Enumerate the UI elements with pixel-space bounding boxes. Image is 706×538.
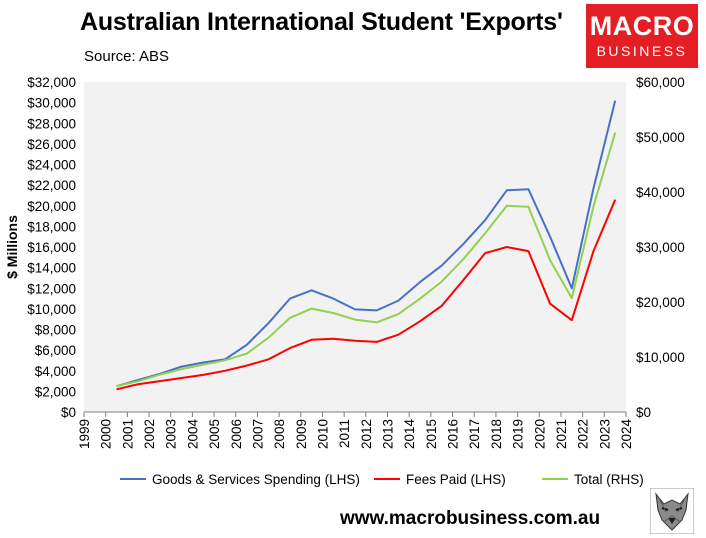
y-left-tick-label: $6,000 [35, 343, 76, 358]
logo-line2: BUSINESS [596, 43, 688, 59]
x-tick-label: 2022 [576, 419, 591, 449]
y-left-tick-label: $2,000 [35, 384, 76, 399]
logo-line1: MACRO [589, 11, 695, 41]
page-title: Australian International Student 'Export… [80, 8, 563, 36]
y-left-tick-label: $22,000 [27, 178, 76, 193]
x-tick-label: 2014 [402, 419, 417, 450]
y-left-tick-label: $32,000 [27, 75, 76, 90]
x-tick-label: 2020 [532, 419, 547, 449]
series-line-total-rhs [116, 132, 617, 388]
y-right-tick-label: $0 [636, 405, 651, 420]
x-tick-label: 2013 [381, 419, 396, 449]
y-left-tick-label: $0 [61, 405, 76, 420]
legend-label: Total (RHS) [574, 472, 644, 487]
y-left-tick-label: $12,000 [27, 281, 76, 296]
x-tick-label: 2002 [142, 419, 157, 449]
x-tick-label: 2005 [207, 419, 222, 449]
x-tick-label: 2019 [511, 419, 526, 449]
x-tick-label: 2007 [250, 419, 265, 449]
x-tick-label: 2001 [120, 419, 135, 449]
series-line-fees-paid-lhs [116, 199, 617, 391]
y-left-tick-label: $10,000 [27, 302, 76, 317]
y-right-tick-label: $20,000 [636, 295, 685, 310]
wolf-logo-icon [650, 488, 694, 534]
legend-label: Goods & Services Spending (LHS) [152, 472, 360, 487]
x-tick-label: 2008 [272, 419, 287, 449]
x-tick-label: 2016 [446, 419, 461, 449]
y-right-tick-label: $40,000 [636, 185, 685, 200]
y-right-tick-label: $50,000 [636, 130, 685, 145]
x-tick-label: 2018 [489, 419, 504, 449]
x-tick-label: 2003 [164, 419, 179, 449]
y-left-tick-label: $28,000 [27, 116, 76, 131]
x-tick-label: 2012 [359, 419, 374, 449]
y-left-tick-label: $24,000 [27, 158, 76, 173]
x-tick-label: 2011 [337, 419, 352, 448]
x-tick-label: 2017 [467, 419, 482, 449]
y-left-tick-label: $30,000 [27, 96, 76, 111]
y-left-tick-label: $16,000 [27, 240, 76, 255]
x-tick-label: 2006 [229, 419, 244, 449]
x-tick-label: 2015 [424, 419, 439, 449]
plot-area [84, 82, 626, 412]
x-tick-label: 2023 [597, 419, 612, 449]
y-left-tick-label: $4,000 [35, 364, 76, 379]
y-left-tick-label: $14,000 [27, 261, 76, 276]
y-axis-title: $ Millions [4, 215, 20, 279]
y-right-tick-label: $10,000 [636, 350, 685, 365]
series-line-goods-services-spending-lhs [116, 100, 617, 388]
y-left-tick-label: $8,000 [35, 323, 76, 338]
y-left-tick-label: $20,000 [27, 199, 76, 214]
x-tick-label: 2021 [554, 419, 569, 449]
y-left-tick-label: $26,000 [27, 137, 76, 152]
legend-label: Fees Paid (LHS) [406, 472, 506, 487]
macrobusiness-logo: MACRO BUSINESS [586, 4, 698, 68]
y-right-tick-label: $30,000 [636, 240, 685, 255]
source-label: Source: ABS [84, 48, 170, 65]
x-tick-label: 2004 [185, 419, 200, 450]
x-tick-label: 2024 [619, 419, 634, 450]
y-left-tick-label: $18,000 [27, 219, 76, 234]
x-tick-label: 2009 [294, 419, 309, 449]
x-tick-label: 2010 [315, 419, 330, 449]
x-tick-label: 1999 [77, 419, 92, 449]
website-url[interactable]: www.macrobusiness.com.au [340, 508, 601, 529]
x-tick-label: 2000 [99, 419, 114, 449]
y-right-tick-label: $60,000 [636, 75, 685, 90]
